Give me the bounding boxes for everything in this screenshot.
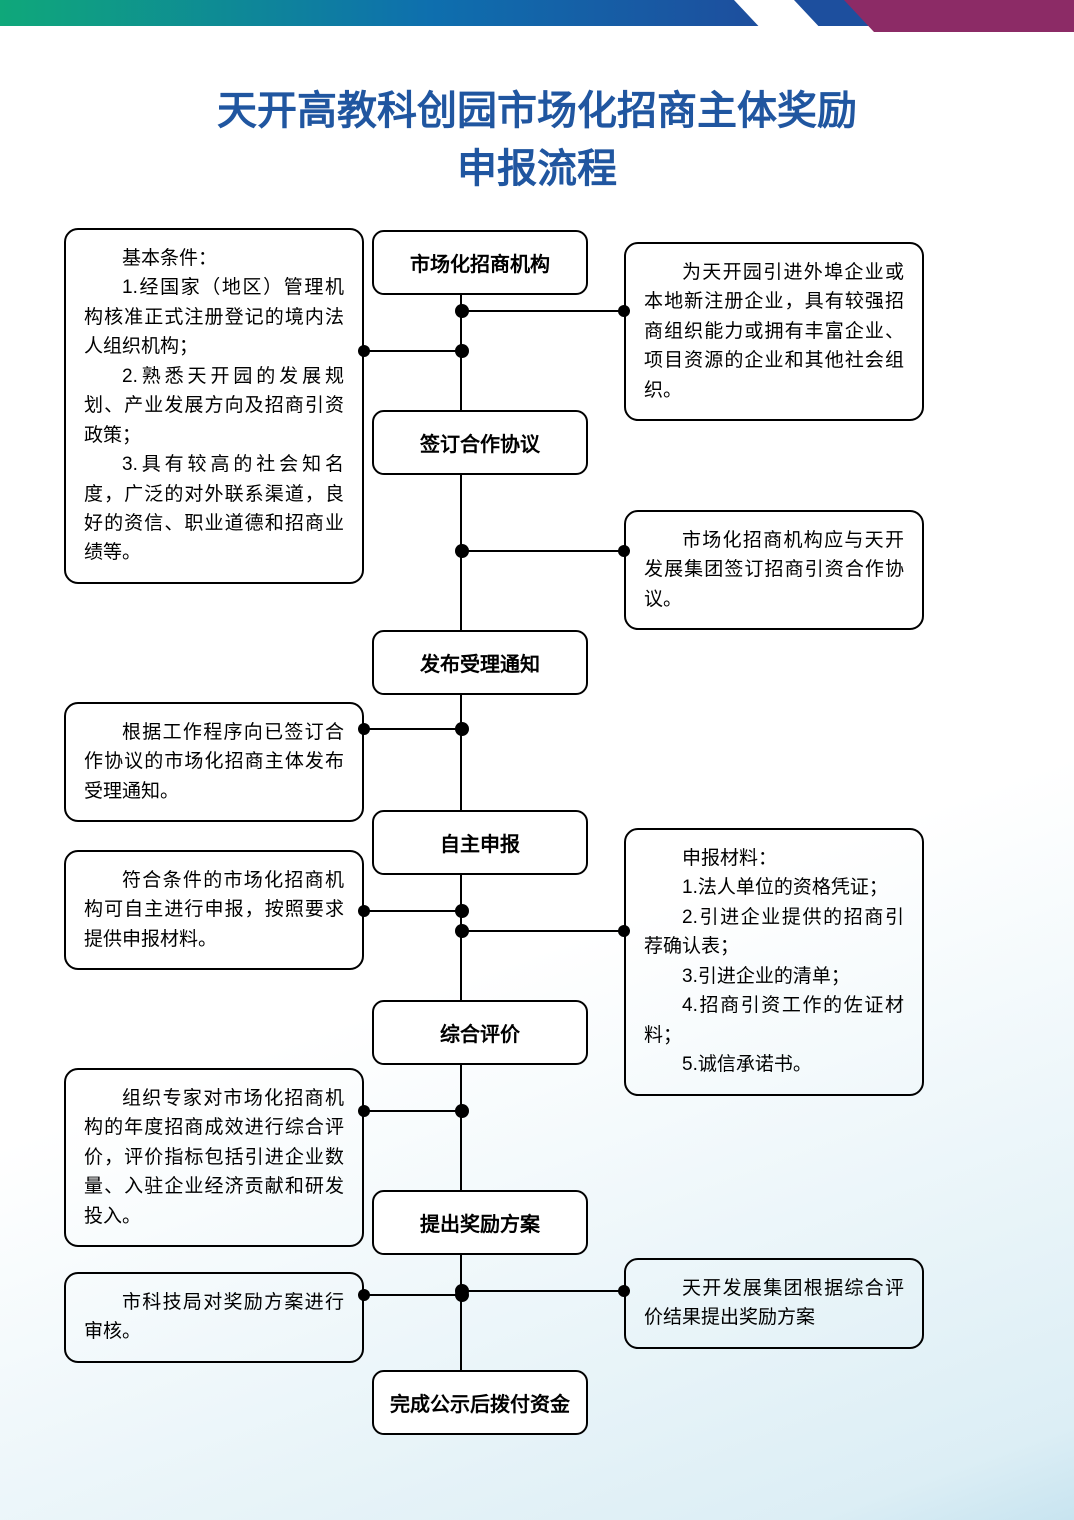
page-title: 天开高教科创园市场化招商主体奖励 申报流程 <box>0 82 1074 198</box>
note-connector <box>364 910 461 912</box>
title-line-2: 申报流程 <box>0 140 1074 198</box>
vertical-connector <box>460 1255 462 1370</box>
connector-dot <box>455 1104 469 1118</box>
header-corner-accent <box>754 0 1074 32</box>
note-connector <box>364 1110 461 1112</box>
flow-node-n2: 签订合作协议 <box>372 410 588 475</box>
note-connector <box>364 350 461 352</box>
connector-dot <box>455 1288 469 1302</box>
connector-dot <box>358 905 370 917</box>
note-item: 4.招商引资工作的佐证材料； <box>644 991 904 1050</box>
note-header: 申报材料： <box>644 844 904 873</box>
flow-node-n7: 完成公示后拨付资金 <box>372 1370 588 1435</box>
connector-dot <box>618 305 630 317</box>
note-text: 天开发展集团根据综合评价结果提出奖励方案 <box>644 1274 904 1333</box>
flowchart-canvas: 市场化招商机构签订合作协议发布受理通知自主申报综合评价提出奖励方案完成公示后拨付… <box>0 230 1074 1490</box>
connector-dot <box>618 545 630 557</box>
note-connector <box>364 728 461 730</box>
note-right4: 天开发展集团根据综合评价结果提出奖励方案 <box>624 1258 924 1349</box>
connector-dot <box>455 904 469 918</box>
note-left1: 基本条件：1.经国家（地区）管理机构核准正式注册登记的境内法人组织机构；2.熟悉… <box>64 228 364 584</box>
note-text: 市场化招商机构应与天开发展集团签订招商引资合作协议。 <box>644 526 904 614</box>
connector-dot <box>455 304 469 318</box>
note-item: 1.经国家（地区）管理机构核准正式注册登记的境内法人组织机构； <box>84 273 344 361</box>
connector-dot <box>358 1289 370 1301</box>
note-left5: 市科技局对奖励方案进行审核。 <box>64 1272 364 1363</box>
connector-dot <box>358 345 370 357</box>
note-header: 基本条件： <box>84 244 344 273</box>
vertical-connector <box>460 875 462 1000</box>
connector-dot <box>455 344 469 358</box>
note-connector <box>461 1290 624 1292</box>
flow-node-n4: 自主申报 <box>372 810 588 875</box>
note-right2: 市场化招商机构应与天开发展集团签订招商引资合作协议。 <box>624 510 924 630</box>
connector-dot <box>358 1105 370 1117</box>
vertical-connector <box>460 1065 462 1190</box>
note-item: 2.熟悉天开园的发展规划、产业发展方向及招商引资政策； <box>84 362 344 450</box>
note-item: 2.引进企业提供的招商引荐确认表； <box>644 903 904 962</box>
note-left4: 组织专家对市场化招商机构的年度招商成效进行综合评价，评价指标包括引进企业数量、入… <box>64 1068 364 1247</box>
note-right3: 申报材料：1.法人单位的资格凭证；2.引进企业提供的招商引荐确认表；3.引进企业… <box>624 828 924 1096</box>
note-left2: 根据工作程序向已签订合作协议的市场化招商主体发布受理通知。 <box>64 702 364 822</box>
vertical-connector <box>460 295 462 410</box>
note-text: 根据工作程序向已签订合作协议的市场化招商主体发布受理通知。 <box>84 718 344 806</box>
note-item: 3.引进企业的清单； <box>644 962 904 991</box>
note-right1: 为天开园引进外埠企业或本地新注册企业，具有较强招商组织能力或拥有丰富企业、项目资… <box>624 242 924 421</box>
note-connector <box>461 550 624 552</box>
connector-dot <box>618 925 630 937</box>
note-connector <box>364 1294 461 1296</box>
vertical-connector <box>460 475 462 630</box>
connector-dot <box>618 1285 630 1297</box>
flow-node-n3: 发布受理通知 <box>372 630 588 695</box>
note-text: 符合条件的市场化招商机构可自主进行申报，按照要求提供申报材料。 <box>84 866 344 954</box>
title-line-1: 天开高教科创园市场化招商主体奖励 <box>0 82 1074 140</box>
note-left3: 符合条件的市场化招商机构可自主进行申报，按照要求提供申报材料。 <box>64 850 364 970</box>
connector-dot <box>455 722 469 736</box>
connector-dot <box>455 924 469 938</box>
vertical-connector <box>460 695 462 810</box>
note-text: 为天开园引进外埠企业或本地新注册企业，具有较强招商组织能力或拥有丰富企业、项目资… <box>644 258 904 405</box>
connector-dot <box>358 723 370 735</box>
note-item: 3.具有较高的社会知名度，广泛的对外联系渠道，良好的资信、职业道德和招商业绩等。 <box>84 450 344 568</box>
note-connector <box>461 930 624 932</box>
note-item: 5.诚信承诺书。 <box>644 1050 904 1079</box>
flow-node-n5: 综合评价 <box>372 1000 588 1065</box>
note-item: 1.法人单位的资格凭证； <box>644 873 904 902</box>
note-text: 市科技局对奖励方案进行审核。 <box>84 1288 344 1347</box>
flow-node-n6: 提出奖励方案 <box>372 1190 588 1255</box>
note-connector <box>461 310 624 312</box>
note-text: 组织专家对市场化招商机构的年度招商成效进行综合评价，评价指标包括引进企业数量、入… <box>84 1084 344 1231</box>
flow-node-n1: 市场化招商机构 <box>372 230 588 295</box>
connector-dot <box>455 544 469 558</box>
